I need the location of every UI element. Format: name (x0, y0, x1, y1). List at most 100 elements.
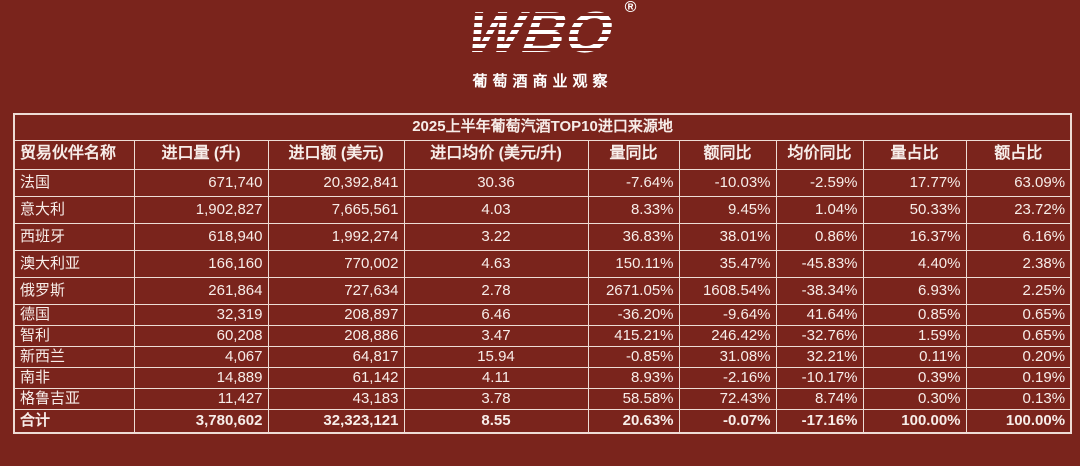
value-cell: 1608.54% (678, 276, 777, 305)
trade-partner-cell: 澳大利亚 (13, 249, 135, 278)
value-cell: 4.11 (403, 366, 589, 389)
value-cell: 8.33% (587, 195, 680, 224)
trade-partner-cell: 西班牙 (13, 222, 135, 251)
column-header-9: 额占比 (965, 139, 1072, 170)
value-cell: -10.17% (775, 366, 864, 389)
value-cell: -7.64% (587, 168, 680, 197)
table-body: 法国 671,740 20,392,841 30.36 -7.64% -10.03% -2.… (13, 168, 1072, 434)
trade-partner-cell: 意大利 (13, 195, 135, 224)
table-row: 智利 60,208 208,886 3.47 415.21% 246.42% -32.76%… (13, 324, 1072, 347)
value-cell: 618,940 (133, 222, 269, 251)
logo: WBO ® 葡萄酒商业观察 (0, 0, 1080, 91)
value-cell: 6.46 (403, 303, 589, 326)
value-cell: 0.19% (965, 366, 1072, 389)
value-cell: 0.85% (862, 303, 967, 326)
value-cell: 415.21% (587, 324, 680, 347)
value-cell: 4.40% (862, 249, 967, 278)
value-cell: 23.72% (965, 195, 1072, 224)
value-cell: 0.20% (965, 345, 1072, 368)
table-row: 俄罗斯 261,864 727,634 2.78 2671.05% 1608.54% -38… (13, 276, 1072, 305)
value-cell: 3,780,602 (133, 408, 269, 434)
wbo-logo: WBO ® (457, 0, 636, 65)
value-cell: -2.59% (775, 168, 864, 197)
value-cell: -45.83% (775, 249, 864, 278)
value-cell: 0.30% (862, 387, 967, 410)
wbo-logo-text: WBO (463, 0, 618, 65)
value-cell: 8.74% (775, 387, 864, 410)
column-header-7: 均价同比 (775, 139, 864, 170)
value-cell: 150.11% (587, 249, 680, 278)
value-cell: 60,208 (133, 324, 269, 347)
trade-partner-cell: 南非 (13, 366, 135, 389)
value-cell: 0.11% (862, 345, 967, 368)
value-cell: 2671.05% (587, 276, 680, 305)
total-row: 合计 3,780,602 32,323,121 8.55 20.63% -0.07% -17… (13, 408, 1072, 434)
column-header-6: 额同比 (678, 139, 777, 170)
value-cell: 0.39% (862, 366, 967, 389)
value-cell: 7,665,561 (267, 195, 405, 224)
table-title-row: 2025上半年葡萄汽酒TOP10进口来源地 (13, 113, 1072, 141)
table-row: 新西兰 4,067 64,817 15.94 -0.85% 31.08% 32.21% 0.1… (13, 345, 1072, 368)
trade-partner-cell: 合计 (13, 408, 135, 434)
value-cell: -32.76% (775, 324, 864, 347)
value-cell: 38.01% (678, 222, 777, 251)
value-cell: 17.77% (862, 168, 967, 197)
value-cell: 246.42% (678, 324, 777, 347)
trade-partner-cell: 格鲁吉亚 (13, 387, 135, 410)
value-cell: -0.85% (587, 345, 680, 368)
value-cell: -36.20% (587, 303, 680, 326)
import-sources-table: 2025上半年葡萄汽酒TOP10进口来源地 贸易伙伴名称 进口量 (升) 进口额 (… (13, 113, 1073, 434)
value-cell: -0.07% (678, 408, 777, 434)
value-cell: 50.33% (862, 195, 967, 224)
value-cell: 2.25% (965, 276, 1072, 305)
value-cell: 43,183 (267, 387, 405, 410)
column-header-5: 量同比 (587, 139, 680, 170)
value-cell: 30.36 (403, 168, 589, 197)
value-cell: 166,160 (133, 249, 269, 278)
value-cell: 3.78 (403, 387, 589, 410)
value-cell: 8.55 (403, 408, 589, 434)
value-cell: 63.09% (965, 168, 1072, 197)
value-cell: 4,067 (133, 345, 269, 368)
table-row: 西班牙 618,940 1,992,274 3.22 36.83% 38.01% 0.86%… (13, 222, 1072, 251)
value-cell: 727,634 (267, 276, 405, 305)
value-cell: 0.86% (775, 222, 864, 251)
column-header-2: 进口量 (升) (133, 139, 269, 170)
trade-partner-cell: 新西兰 (13, 345, 135, 368)
table-row: 意大利 1,902,827 7,665,561 4.03 8.33% 9.45% 1.04%… (13, 195, 1072, 224)
value-cell: 6.93% (862, 276, 967, 305)
value-cell: 0.65% (965, 324, 1072, 347)
value-cell: -17.16% (775, 408, 864, 434)
value-cell: 58.58% (587, 387, 680, 410)
value-cell: 4.63 (403, 249, 589, 278)
value-cell: 41.64% (775, 303, 864, 326)
table-title: 2025上半年葡萄汽酒TOP10进口来源地 (13, 113, 1072, 141)
column-header-3: 进口额 (美元) (267, 139, 405, 170)
trade-partner-cell: 俄罗斯 (13, 276, 135, 305)
value-cell: 261,864 (133, 276, 269, 305)
table-row: 德国 32,319 208,897 6.46 -36.20% -9.64% 41.64% 0.… (13, 303, 1072, 326)
value-cell: 36.83% (587, 222, 680, 251)
value-cell: 100.00% (862, 408, 967, 434)
value-cell: 6.16% (965, 222, 1072, 251)
table-row: 法国 671,740 20,392,841 30.36 -7.64% -10.03% -2.… (13, 168, 1072, 197)
value-cell: 14,889 (133, 366, 269, 389)
value-cell: 208,897 (267, 303, 405, 326)
value-cell: 770,002 (267, 249, 405, 278)
value-cell: 4.03 (403, 195, 589, 224)
value-cell: 64,817 (267, 345, 405, 368)
table-row: 南非 14,889 61,142 4.11 8.93% -2.16% -10.17% 0.39… (13, 366, 1072, 389)
value-cell: 11,427 (133, 387, 269, 410)
trade-partner-cell: 德国 (13, 303, 135, 326)
value-cell: 32,323,121 (267, 408, 405, 434)
trade-partner-cell: 智利 (13, 324, 135, 347)
value-cell: -9.64% (678, 303, 777, 326)
table-row: 格鲁吉亚 11,427 43,183 3.78 58.58% 72.43% 8.74% 0.3… (13, 387, 1072, 410)
table-row: 澳大利亚 166,160 770,002 4.63 150.11% 35.47% -45.8… (13, 249, 1072, 278)
column-header-8: 量占比 (862, 139, 967, 170)
value-cell: 2.38% (965, 249, 1072, 278)
value-cell: 31.08% (678, 345, 777, 368)
column-header-1: 贸易伙伴名称 (13, 139, 135, 170)
trade-partner-cell: 法国 (13, 168, 135, 197)
value-cell: 100.00% (965, 408, 1072, 434)
